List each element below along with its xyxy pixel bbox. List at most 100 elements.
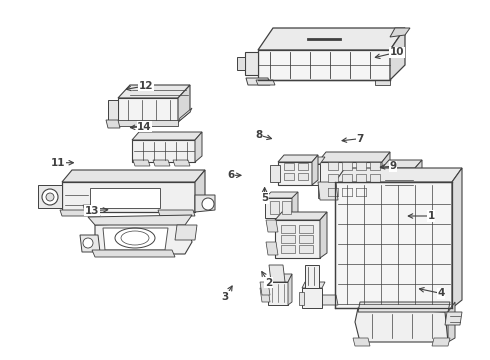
Polygon shape: [90, 188, 160, 208]
Polygon shape: [382, 152, 390, 188]
Polygon shape: [335, 182, 452, 308]
Polygon shape: [258, 28, 405, 50]
Polygon shape: [195, 170, 205, 212]
Polygon shape: [258, 50, 390, 80]
Polygon shape: [260, 282, 270, 295]
Polygon shape: [278, 162, 312, 185]
Polygon shape: [269, 265, 285, 282]
Bar: [270, 201, 279, 214]
Text: 14: 14: [137, 122, 152, 132]
Polygon shape: [295, 157, 325, 164]
Polygon shape: [270, 165, 280, 182]
Polygon shape: [445, 312, 462, 325]
Polygon shape: [92, 250, 175, 257]
Polygon shape: [118, 98, 178, 122]
Polygon shape: [318, 182, 338, 200]
Polygon shape: [265, 192, 298, 198]
Polygon shape: [358, 302, 450, 312]
Polygon shape: [390, 28, 410, 37]
Polygon shape: [335, 168, 462, 182]
Bar: [281, 235, 295, 243]
Polygon shape: [355, 308, 448, 342]
Polygon shape: [278, 155, 318, 162]
Bar: [281, 225, 295, 233]
Polygon shape: [60, 210, 100, 216]
Circle shape: [83, 238, 93, 248]
Polygon shape: [292, 192, 298, 218]
Polygon shape: [106, 120, 120, 128]
Polygon shape: [62, 182, 195, 212]
Text: 2: 2: [265, 278, 272, 288]
Text: 1: 1: [428, 211, 435, 221]
Polygon shape: [320, 212, 327, 258]
Polygon shape: [260, 288, 270, 302]
Polygon shape: [245, 52, 258, 75]
Polygon shape: [266, 220, 278, 232]
Polygon shape: [266, 242, 278, 255]
Circle shape: [202, 198, 214, 210]
Polygon shape: [80, 235, 100, 252]
Polygon shape: [118, 85, 190, 98]
Polygon shape: [88, 215, 192, 225]
Bar: [328, 162, 338, 170]
Polygon shape: [448, 302, 455, 342]
Polygon shape: [173, 160, 190, 166]
Bar: [342, 174, 352, 182]
Text: 9: 9: [390, 161, 396, 171]
Bar: [299, 245, 313, 253]
Polygon shape: [312, 155, 318, 185]
Polygon shape: [153, 160, 170, 166]
Polygon shape: [132, 132, 202, 140]
Polygon shape: [318, 186, 365, 198]
Text: 5: 5: [261, 193, 268, 203]
Polygon shape: [175, 225, 197, 240]
Polygon shape: [256, 80, 275, 85]
Polygon shape: [375, 80, 390, 85]
Polygon shape: [288, 274, 292, 305]
Polygon shape: [305, 265, 319, 288]
Polygon shape: [295, 164, 320, 185]
Polygon shape: [158, 210, 195, 216]
Text: 10: 10: [390, 47, 404, 57]
Text: 8: 8: [255, 130, 262, 140]
Bar: [298, 163, 308, 170]
Polygon shape: [133, 160, 150, 166]
Text: 11: 11: [50, 158, 65, 168]
Polygon shape: [83, 205, 92, 212]
Bar: [328, 174, 338, 182]
Bar: [282, 201, 291, 214]
Polygon shape: [415, 160, 422, 200]
Polygon shape: [299, 292, 304, 305]
Polygon shape: [390, 28, 405, 80]
Polygon shape: [318, 152, 390, 162]
Text: 6: 6: [228, 170, 235, 180]
Polygon shape: [195, 132, 202, 162]
Polygon shape: [382, 160, 422, 168]
Bar: [298, 173, 308, 180]
Polygon shape: [195, 195, 215, 212]
Polygon shape: [302, 282, 325, 288]
Polygon shape: [115, 120, 178, 126]
Text: 3: 3: [222, 292, 229, 302]
Bar: [284, 173, 294, 180]
Text: 4: 4: [437, 288, 445, 298]
Polygon shape: [62, 170, 205, 182]
Polygon shape: [178, 108, 192, 122]
Text: 7: 7: [356, 134, 364, 144]
Polygon shape: [132, 140, 195, 162]
Polygon shape: [265, 198, 292, 218]
Polygon shape: [353, 338, 370, 346]
Polygon shape: [318, 162, 382, 188]
Bar: [281, 245, 295, 253]
Polygon shape: [302, 288, 322, 308]
Bar: [356, 162, 366, 170]
Circle shape: [42, 189, 58, 205]
Polygon shape: [246, 78, 270, 85]
Polygon shape: [38, 185, 62, 208]
Bar: [299, 225, 313, 233]
Polygon shape: [382, 168, 415, 200]
Bar: [299, 235, 313, 243]
Polygon shape: [275, 220, 320, 258]
Polygon shape: [268, 282, 288, 305]
Polygon shape: [268, 274, 292, 282]
